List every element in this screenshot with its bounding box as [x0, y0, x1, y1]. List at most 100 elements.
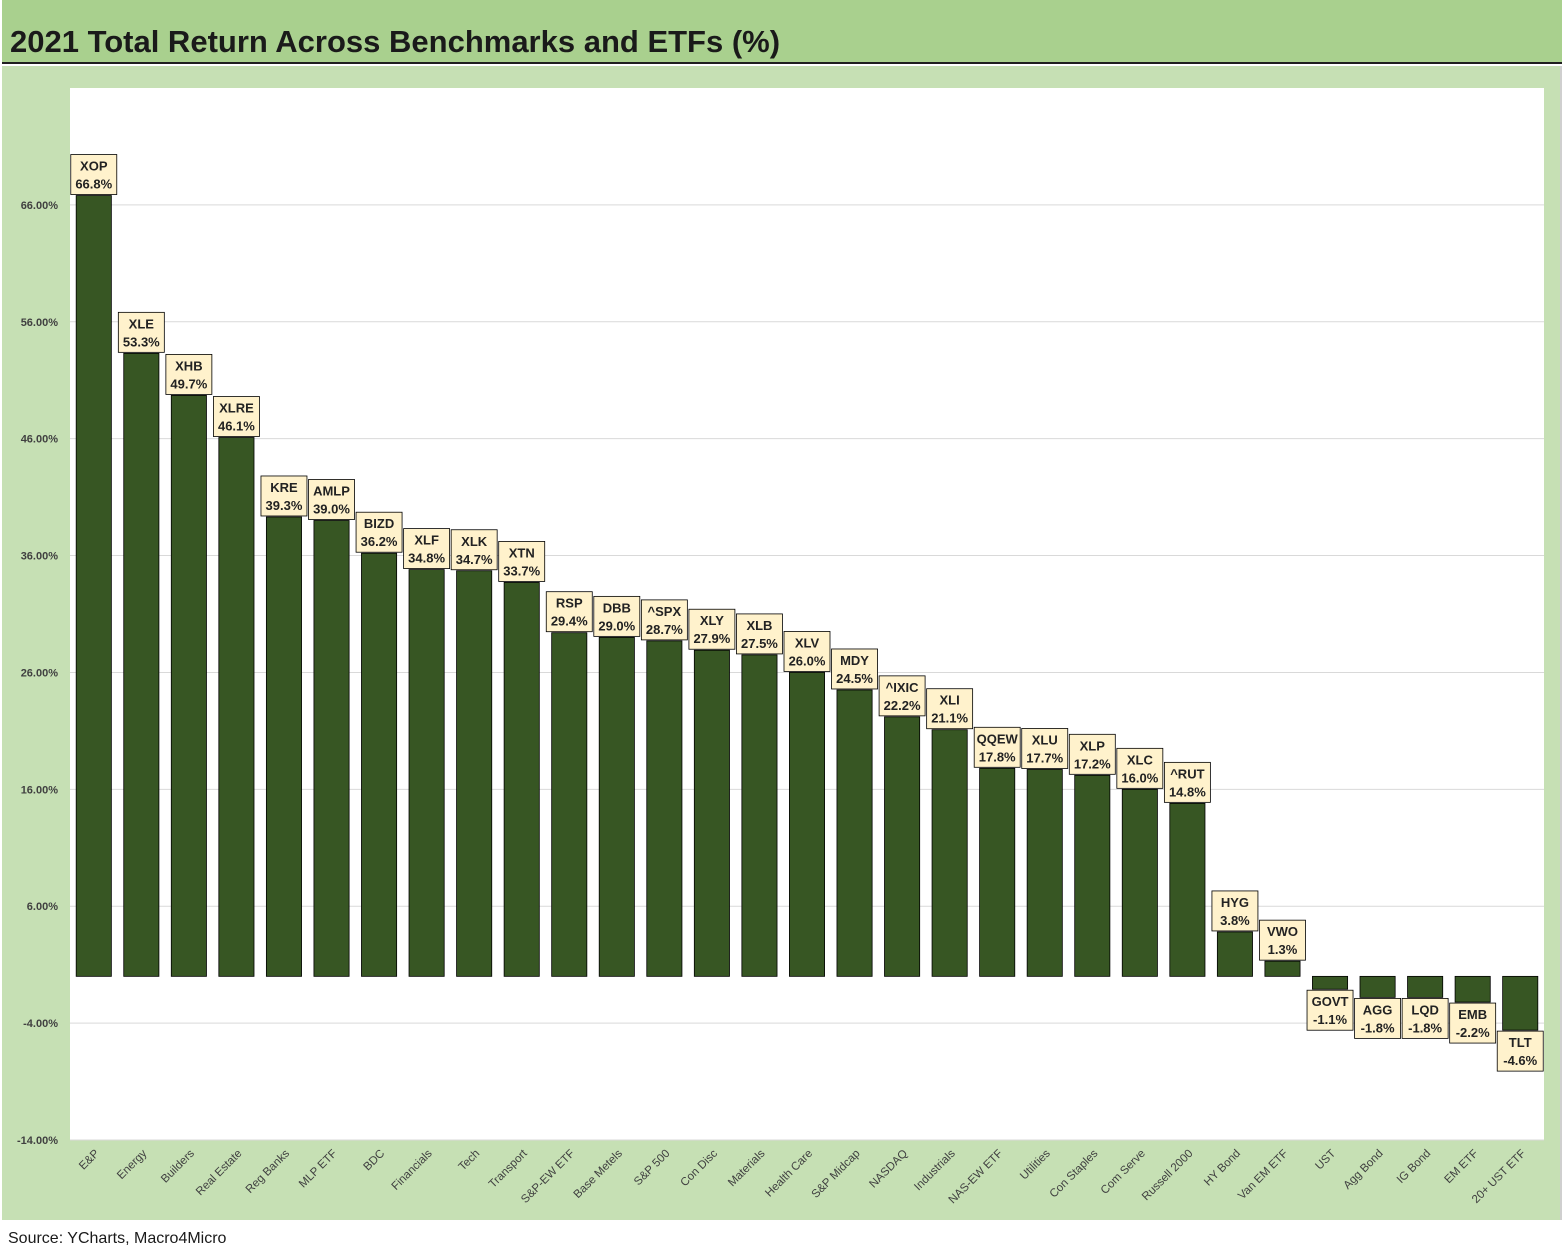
data-label: XTN 33.7% [498, 541, 546, 582]
data-label-value: 17.2% [1074, 756, 1111, 771]
x-category-label: Real Estate [194, 1148, 245, 1199]
x-category-label: Utilities [1018, 1147, 1053, 1182]
x-category-label: Builders [159, 1147, 197, 1185]
x-category-label: Health Care [763, 1148, 815, 1200]
data-label-ticker: ^RUT [1170, 766, 1204, 781]
data-labels: XOP 66.8% XLE 53.3% XHB 49.7% XLRE 46.1% KRE 39.3… [70, 154, 1544, 1072]
data-label: XLE 53.3% [117, 311, 165, 353]
data-label-box [213, 396, 260, 437]
data-label: EMB -2.2% [1449, 1002, 1497, 1044]
data-label-box [1401, 997, 1449, 1039]
bar [1359, 975, 1396, 998]
data-label: ^RUT 14.8% [1163, 761, 1211, 803]
bar [741, 654, 778, 977]
data-label-ticker: KRE [270, 480, 298, 495]
data-label-box [1021, 728, 1069, 769]
data-label-ticker: XLI [940, 693, 960, 708]
bar [503, 582, 540, 977]
data-label-value: 66.8% [75, 177, 112, 192]
data-label-value: 3.8% [1220, 913, 1250, 928]
data-label-box [640, 599, 688, 641]
data-label: HYG 3.8% [1211, 890, 1259, 932]
data-label-value: -1.1% [1313, 1012, 1347, 1027]
data-label-value: 29.4% [551, 614, 588, 629]
y-tick-label: 26.00% [21, 667, 59, 679]
data-label-box [70, 154, 118, 195]
y-tick-label: 56.00% [21, 317, 59, 329]
data-label: XLRE 46.1% [213, 396, 260, 437]
data-label-value: -1.8% [1361, 1020, 1395, 1035]
data-label-ticker: ^IXIC [886, 680, 919, 695]
data-label: DBB 29.0% [593, 595, 641, 637]
data-label: XLK 34.7% [450, 529, 498, 571]
y-tick-label: -14.00% [17, 1135, 58, 1147]
data-label-value: 49.7% [170, 376, 207, 391]
bar [361, 552, 398, 977]
data-label: XLB 27.5% [736, 613, 783, 655]
bar [313, 520, 350, 977]
data-label-ticker: XOP [80, 159, 108, 174]
chart-title: 2021 Total Return Across Benchmarks and … [10, 24, 781, 59]
y-tick-label: -4.00% [23, 1018, 58, 1030]
x-category-label: NASDAQ [867, 1148, 910, 1191]
data-label-box [593, 595, 641, 637]
data-label-ticker: ^SPX [648, 604, 682, 619]
data-label-ticker: VWO [1267, 924, 1298, 939]
data-label-value: 17.8% [979, 749, 1016, 764]
data-label-ticker: XLV [795, 635, 820, 650]
data-label-box [973, 726, 1021, 768]
data-label-box [1068, 733, 1116, 775]
data-label-ticker: XLB [746, 618, 772, 633]
bar [456, 570, 493, 977]
x-category-label: Agg Bond [1341, 1148, 1385, 1192]
x-category-label: Reg Banks [244, 1147, 292, 1195]
bar [1454, 975, 1491, 1003]
y-tick-label: 16.00% [21, 784, 59, 796]
bar [1121, 788, 1158, 977]
data-label-ticker: AGG [1363, 1002, 1393, 1017]
bar [979, 767, 1016, 977]
data-label-ticker: XTN [509, 545, 535, 560]
data-label-ticker: XLY [700, 613, 724, 628]
bar-chart: -14.00% -4.00% 6.00% 16.00% 26.00% 36.00% 46.0… [17, 88, 1544, 1206]
data-label-value: 29.0% [598, 618, 635, 633]
data-label-ticker: AMLP [313, 483, 350, 498]
data-label-value: -2.2% [1456, 1025, 1490, 1040]
x-category-label: E&P [77, 1147, 102, 1172]
x-category-label: Materials [726, 1147, 768, 1189]
data-label-ticker: HYG [1221, 895, 1249, 910]
data-label: XOP 66.8% [70, 154, 118, 195]
bar [408, 569, 445, 977]
bar [1026, 769, 1063, 977]
data-label: XHB 49.7% [165, 354, 213, 395]
data-label-value: 26.0% [789, 653, 826, 668]
data-label-box [1496, 1030, 1544, 1072]
x-category-label: EM ETF [1442, 1148, 1480, 1186]
data-label-box [783, 631, 831, 672]
data-label-box [1306, 989, 1354, 1031]
data-label: XLY 27.9% [688, 608, 736, 650]
x-category-label: Com Serve [1099, 1148, 1148, 1197]
data-label: XLP 17.2% [1068, 733, 1116, 775]
data-label-value: 34.7% [456, 552, 493, 567]
data-label-ticker: XLE [129, 316, 155, 331]
x-category-label: Industrials [912, 1147, 958, 1193]
data-label-box [1116, 747, 1164, 789]
data-label: MDY 24.5% [831, 648, 878, 690]
data-label-ticker: XLP [1080, 738, 1106, 753]
data-label-ticker: LQD [1411, 1002, 1438, 1017]
x-category-label: Van EM ETF [1236, 1148, 1290, 1202]
data-label: KRE 39.3% [260, 475, 308, 517]
data-label-box [450, 529, 498, 571]
data-label-box [1163, 761, 1211, 803]
bar [218, 437, 255, 977]
data-label-ticker: XHB [175, 358, 202, 373]
data-label: XLC 16.0% [1116, 747, 1164, 789]
data-label-ticker: XLRE [219, 400, 254, 415]
x-category-label: Base Metels [572, 1147, 625, 1200]
data-label: ^IXIC 22.2% [878, 675, 926, 717]
bar [1312, 975, 1349, 990]
data-label-value: 39.3% [266, 498, 303, 513]
data-label-value: 36.2% [361, 534, 398, 549]
